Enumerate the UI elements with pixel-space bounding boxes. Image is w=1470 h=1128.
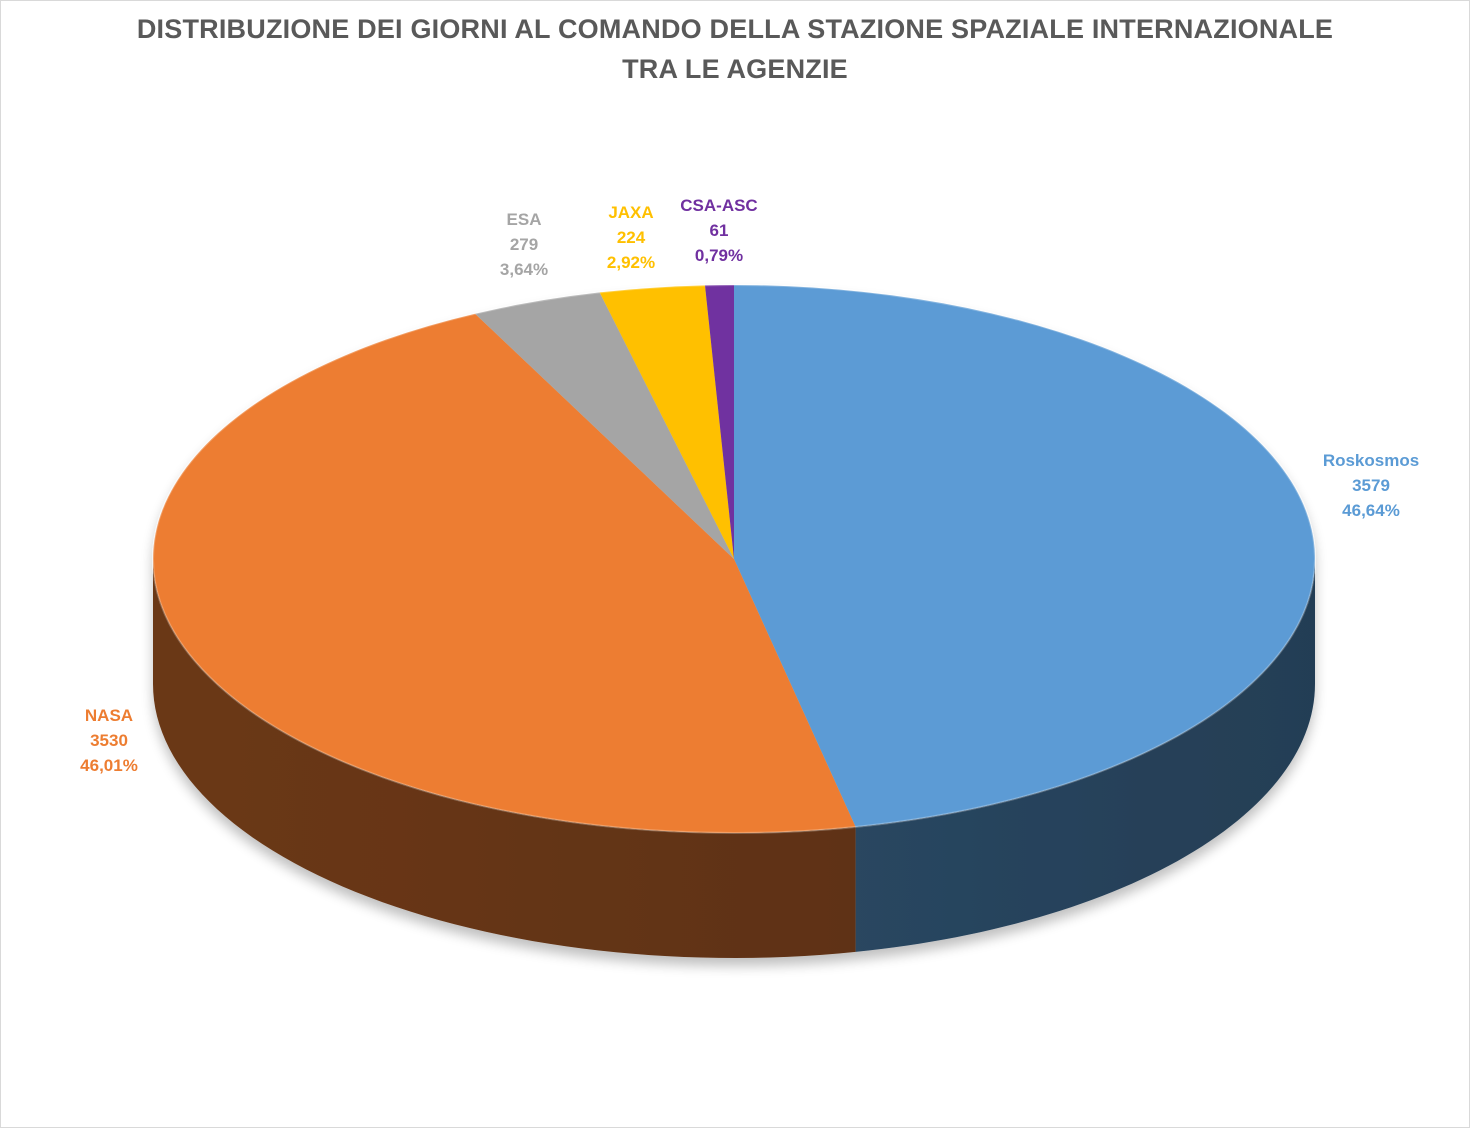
pie-slice-jaxa (599, 285, 734, 559)
pie-slice-nasa (153, 313, 856, 833)
data-label-esa-percent: 3,64% (500, 260, 548, 279)
pie-slice-csa-asc (704, 284, 734, 559)
data-label-jaxa-percent: 2,92% (607, 253, 655, 272)
chart-title-line-1: DISTRIBUZIONE DEI GIORNI AL COMANDO DELL… (136, 14, 1334, 44)
data-label-esa-value: 279 (510, 235, 538, 254)
pie-rim (152, 284, 1316, 834)
pie-slice-side-roskosmos (855, 559, 1315, 952)
data-label-nasa-percent: 46,01% (80, 756, 138, 775)
data-label-csa-asc-value: 61 (710, 221, 729, 240)
data-label-csa-asc-name: CSA-ASC (680, 196, 757, 215)
data-label-jaxa-value: 224 (617, 228, 646, 247)
pie-slice-side-nasa (153, 559, 856, 958)
data-label-esa-name: ESA (507, 210, 542, 229)
data-label-roskosmos-name: Roskosmos (1323, 451, 1419, 470)
pie-slice-roskosmos (734, 285, 1315, 827)
data-label-roskosmos-value: 3579 (1352, 476, 1390, 495)
chart-title-line-2: TRA LE AGENZIE (622, 54, 848, 84)
data-label-nasa-name: NASA (85, 706, 133, 725)
pie-slice-esa (475, 292, 734, 559)
data-label-jaxa-name: JAXA (608, 203, 653, 222)
data-label-csa-asc-percent: 0,79% (695, 246, 743, 265)
data-label-roskosmos-percent: 46,64% (1342, 501, 1400, 520)
data-label-nasa-value: 3530 (90, 731, 128, 750)
